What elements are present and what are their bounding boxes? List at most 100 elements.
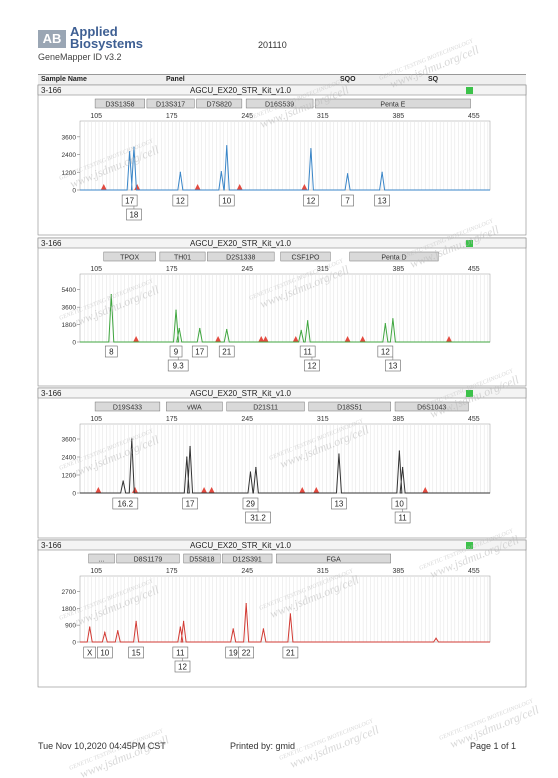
peak [338, 453, 340, 455]
y-tick-label: 1800 [62, 606, 77, 613]
col-sqo: SQO [340, 76, 356, 83]
y-tick-label: 3600 [62, 134, 77, 141]
peak [135, 620, 137, 622]
marker-label: D21S11 [253, 405, 278, 412]
peak [232, 628, 234, 630]
allele-box [385, 359, 401, 372]
allele-box [172, 646, 189, 659]
status-indicator [466, 240, 473, 247]
marker-label: D7S820 [207, 102, 232, 109]
status-indicator [466, 87, 473, 94]
peak-flag [133, 336, 140, 342]
marker-label: D16S539 [265, 102, 294, 109]
peak [289, 613, 291, 615]
x-tick-label: 315 [317, 416, 329, 423]
peak [226, 328, 228, 331]
peak [110, 293, 112, 296]
allele-label: 17 [186, 500, 195, 509]
col-panel: Panel [166, 76, 185, 83]
electropherogram-panel-2: 3-166 AGCU_EX20_STR_Kit_v1.0 TPOX TH01 D2S13… [37, 237, 527, 387]
allele-label: 13 [378, 197, 387, 206]
peak [398, 450, 400, 452]
applied-biosystems-logo-mark: AB [38, 30, 66, 48]
allele-label: 10 [395, 500, 404, 509]
peak [402, 466, 404, 469]
peak-flag [208, 487, 215, 493]
x-tick-label: 175 [166, 416, 178, 423]
x-tick-label: 105 [90, 416, 102, 423]
panel-name: AGCU_EX20_STR_Kit_v1.0 [190, 389, 291, 398]
marker-box [207, 251, 275, 262]
x-tick-label: 385 [392, 266, 404, 273]
marker-label: D19S433 [113, 405, 142, 412]
marker-box [88, 553, 115, 564]
peak [179, 171, 181, 173]
x-tick-label: 245 [241, 113, 253, 120]
marker-box [103, 251, 156, 262]
marker-box [222, 553, 273, 564]
marker-label: vWA [187, 405, 202, 412]
panel-info-row [37, 387, 527, 399]
peak [307, 320, 309, 322]
allele-label: 11 [176, 649, 185, 658]
allele-label: 12 [178, 663, 187, 672]
peak-flag [359, 336, 366, 342]
peak [129, 151, 131, 153]
y-tick-label: 3600 [62, 437, 77, 444]
marker-box [280, 251, 331, 262]
footer-date: Tue Nov 10,2020 04:45PM CST [38, 741, 166, 751]
panel-info-row [37, 539, 527, 551]
footer-printed-by: Printed by: gmid [230, 741, 296, 751]
allele-label: 13 [388, 362, 397, 371]
logo-line-1: Applied [70, 24, 118, 39]
peak-flag [422, 487, 429, 493]
col-sq: SQ [428, 76, 439, 83]
peak [186, 456, 188, 458]
marker-box [146, 98, 195, 109]
sample-name: 3-166 [41, 541, 62, 550]
allele-box [128, 646, 144, 659]
x-tick-label: 455 [468, 113, 480, 120]
x-tick-label: 105 [90, 266, 102, 273]
allele-box [341, 194, 354, 207]
marker-label: D5S818 [189, 557, 214, 564]
peak [178, 327, 180, 330]
marker-box [308, 401, 391, 412]
peak [131, 438, 133, 440]
allele-label: 12 [306, 197, 315, 206]
electropherogram-panel-1: 3-166 AGCU_EX20_STR_Kit_v1.0 D3S1358 D13S31… [37, 84, 527, 236]
peak [189, 445, 191, 448]
status-indicator [466, 390, 473, 397]
allele-box [121, 194, 138, 207]
logo-line-2: Biosystems [70, 36, 143, 51]
marker-box [226, 401, 305, 412]
marker-label: Penta E [380, 102, 405, 109]
peak-flag [313, 487, 320, 493]
allele-box [126, 208, 142, 221]
peak-flag [344, 336, 351, 342]
allele-box [331, 497, 347, 510]
y-tick-label: 0 [72, 188, 76, 195]
peak-flag [301, 184, 308, 190]
x-tick-label: 315 [317, 568, 329, 575]
footer-page: Page 1 of 1 [470, 741, 517, 751]
allele-box [218, 345, 235, 358]
peak [381, 171, 383, 173]
peak-flag [236, 184, 243, 190]
allele-box [374, 194, 390, 207]
y-tick-label: 1800 [62, 322, 77, 329]
x-tick-label: 455 [468, 266, 480, 273]
allele-box [97, 646, 113, 659]
allele-label: 16.2 [118, 500, 134, 509]
allele-box [304, 359, 320, 372]
marker-label: D13S317 [156, 102, 185, 109]
marker-box [94, 98, 145, 109]
allele-box [83, 646, 97, 659]
marker-box [394, 401, 469, 412]
sample-name: 3-166 [41, 389, 62, 398]
allele-box [169, 345, 183, 358]
peak [133, 146, 135, 148]
peak [89, 626, 91, 628]
marker-box [116, 553, 180, 564]
peak [435, 637, 437, 639]
